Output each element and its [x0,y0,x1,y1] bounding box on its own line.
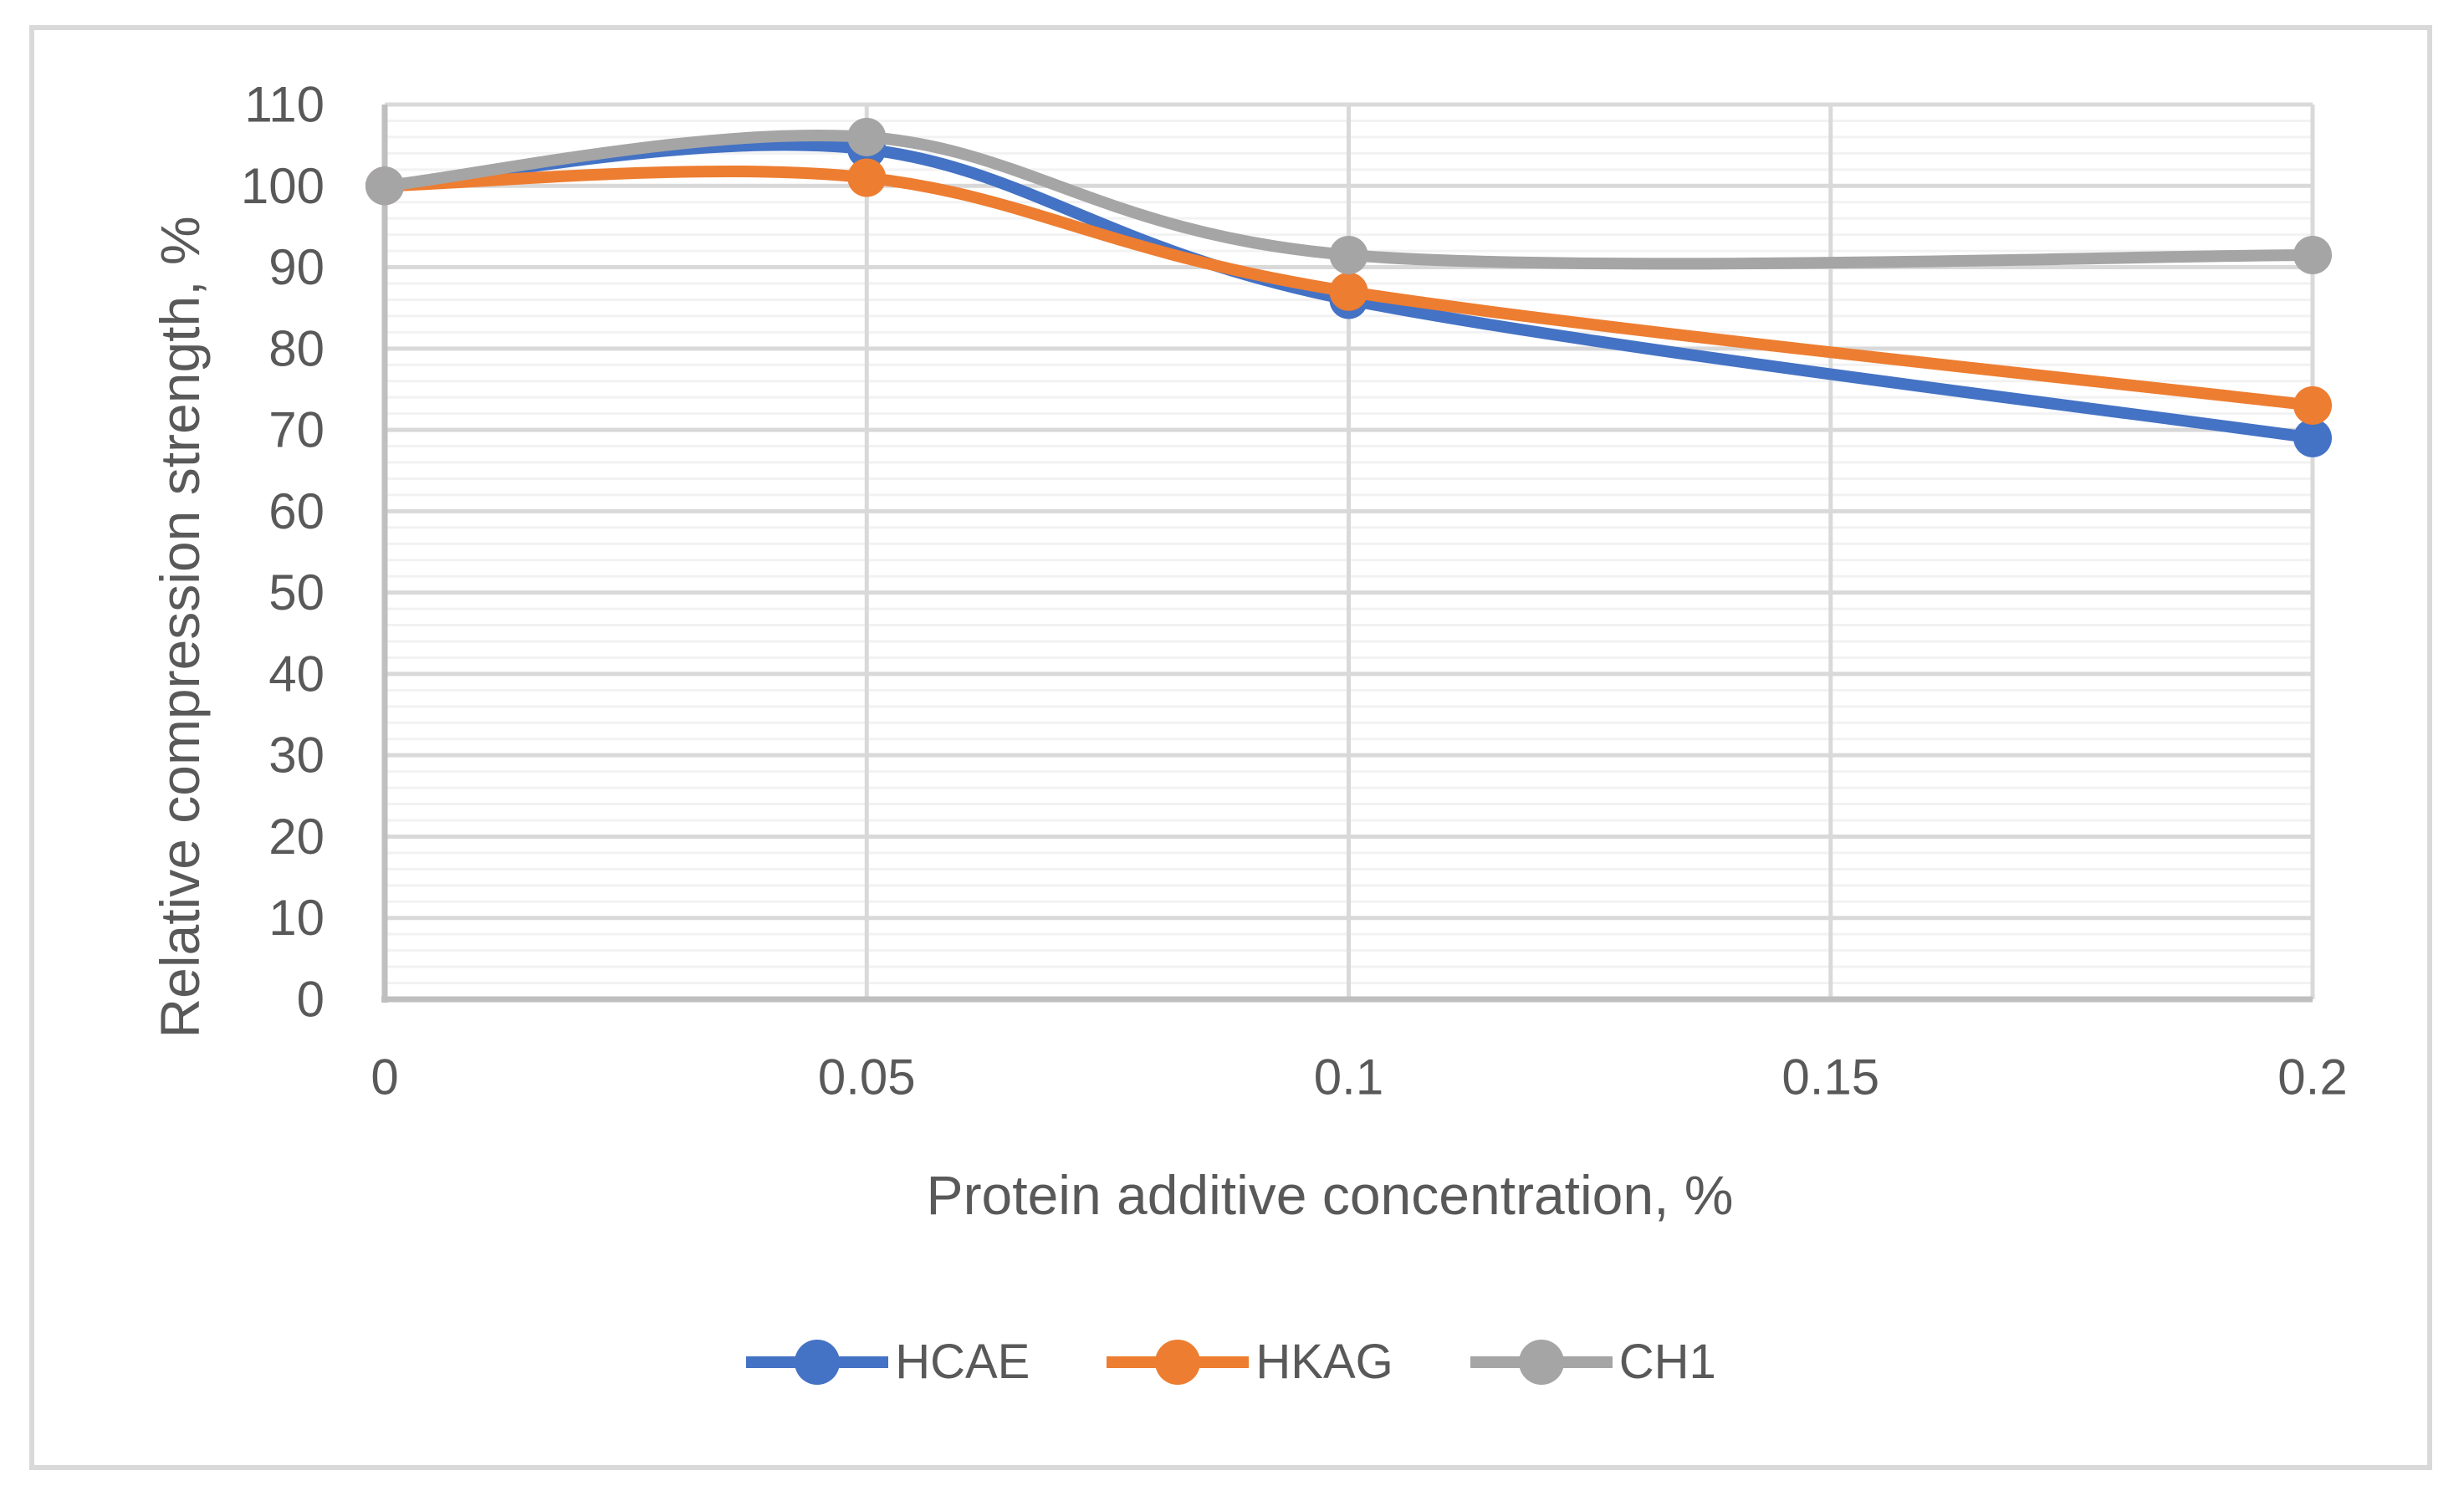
series-marker-CH1 [2293,235,2332,274]
series-line-HKAG [379,165,2318,411]
x-tick-label: 0.1 [1314,1049,1383,1105]
legend-line-marker-icon [1107,1340,1250,1385]
legend-item-CH1: CH1 [1470,1335,1716,1390]
series-marker-HCAE [2293,418,2332,457]
y-tick-label: 50 [268,564,325,620]
y-tick-label: 0 [297,972,325,1028]
major-gridlines [385,102,2315,999]
series-marker-HKAG [1329,272,1368,311]
y-tick-label: 20 [268,809,325,865]
y-tick-label: 80 [268,320,325,376]
chart-outer-border [29,25,2432,1470]
legend-label: CH1 [1618,1335,1716,1389]
legend-marker [1155,1340,1201,1385]
legend-label: HKAG [1255,1335,1393,1389]
legend-item-HCAE: HCAE [746,1335,1030,1390]
series-marker-CH1 [1329,235,1368,274]
y-axis-title: Relative compression strength, % [149,216,211,1038]
y-tick-label: 40 [268,646,325,702]
x-tick-label: 0.2 [2277,1049,2347,1105]
tick-labels: 0 10 20 30 40 50 60 70 80 90 100 110 0 0.05 0.1 0.15 0.2 [241,77,2348,1105]
legend-line-marker-icon [746,1340,889,1385]
legend-line-marker-icon [1470,1340,1613,1385]
series-line-CH1 [379,129,2318,270]
y-tick-label: 70 [268,402,325,458]
y-tick-label: 90 [268,239,325,295]
y-tick-label: 100 [241,158,325,214]
series-marker-CH1 [366,166,404,206]
axis-lines [381,105,2313,1003]
y-tick-label: 60 [268,483,325,539]
y-tick-label: 30 [268,728,325,784]
series-marker-HKAG [2293,385,2332,425]
legend-marker [1518,1340,1564,1385]
y-tick-label: 10 [268,890,325,946]
series-marker-CH1 [847,117,887,156]
data-series [366,117,2332,457]
legend-item-HKAG: HKAG [1107,1335,1393,1390]
x-tick-label: 0 [371,1049,398,1105]
x-tick-label: 0.05 [818,1049,916,1105]
y-tick-label: 110 [244,77,325,133]
x-tick-label: 0.15 [1782,1049,1879,1105]
series-marker-HKAG [847,158,887,197]
x-axis-title: Protein additive concentration, % [927,1164,1734,1226]
legend: HCAE HKAG CH1 [32,1335,2431,1390]
legend-marker [795,1340,841,1385]
legend-label: HCAE [895,1335,1030,1389]
